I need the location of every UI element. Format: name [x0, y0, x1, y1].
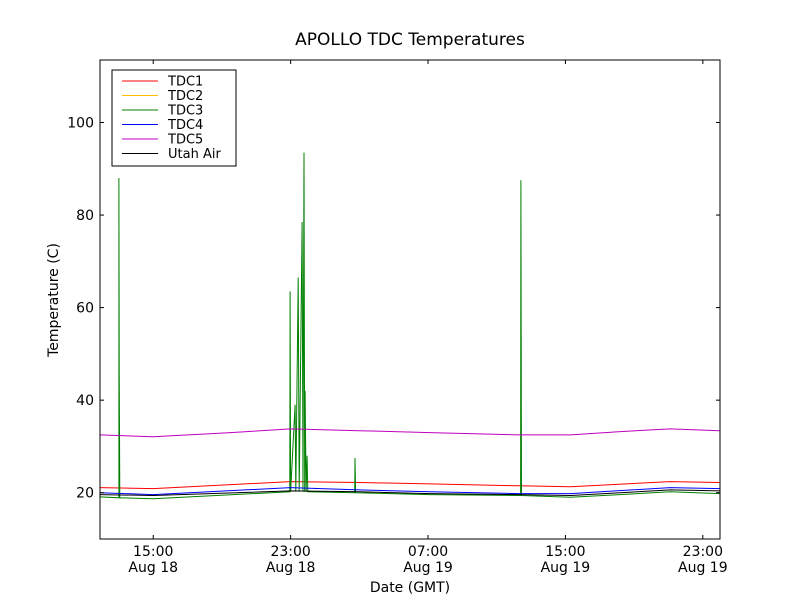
legend-label: TDC1 [167, 75, 203, 90]
y-axis-label: Temperature (C) [46, 243, 62, 358]
chart-title: APOLLO TDC Temperatures [295, 30, 525, 50]
series-line-utah-air [99, 489, 721, 497]
series-line-tdc3 [99, 152, 721, 500]
y-tick-label: 100 [67, 115, 94, 131]
legend-label: TDC5 [167, 133, 203, 148]
plot-frame [99, 59, 721, 540]
y-tick-label: 20 [76, 486, 94, 502]
legend-label: TDC2 [167, 89, 203, 104]
series-line-tdc1 [99, 481, 721, 490]
x-tick-label-time: 15:00 [133, 544, 173, 560]
x-tick-label-time: 23:00 [683, 544, 723, 560]
legend-box [111, 69, 237, 167]
x-tick-label-time: 07:00 [408, 544, 448, 560]
x-tick-label-date: Aug 18 [266, 560, 316, 576]
y-tick-label: 80 [76, 208, 94, 224]
series-line-tdc5 [99, 428, 721, 438]
x-tick-label-date: Aug 18 [128, 560, 178, 576]
x-axis-label: Date (GMT) [370, 580, 450, 596]
x-tick-label-time: 15:00 [545, 544, 585, 560]
legend-label: Utah Air [168, 147, 221, 162]
legend-label: TDC4 [167, 118, 203, 133]
x-tick-label-date: Aug 19 [541, 560, 591, 576]
series-line-tdc4 [99, 487, 721, 496]
x-tick-label-time: 23:00 [270, 544, 310, 560]
x-tick-label-date: Aug 19 [403, 560, 453, 576]
x-tick-label-date: Aug 19 [678, 560, 728, 576]
y-tick-label: 40 [76, 393, 94, 409]
legend-label: TDC3 [167, 104, 203, 119]
y-tick-label: 60 [76, 301, 94, 317]
